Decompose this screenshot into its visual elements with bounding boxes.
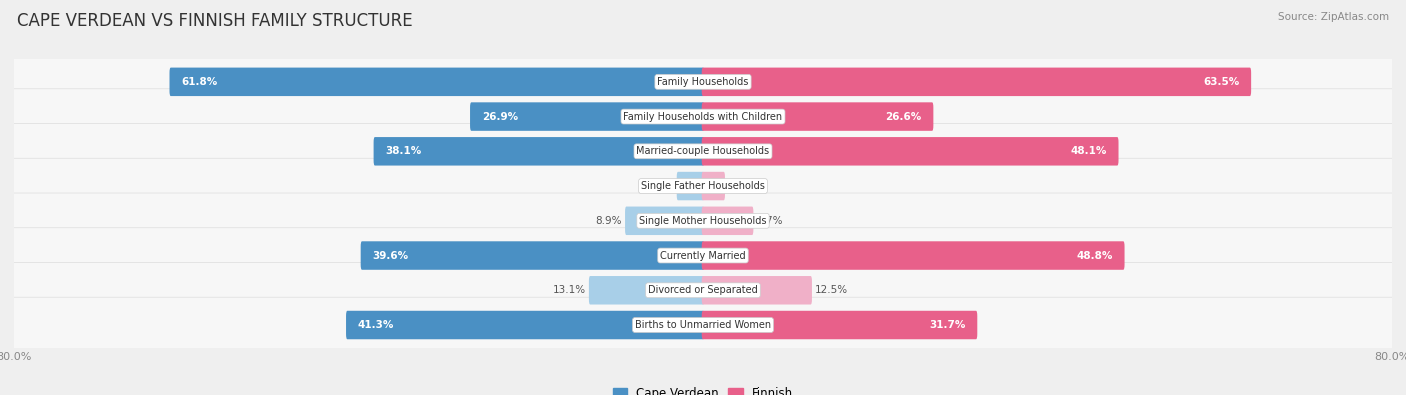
Text: Source: ZipAtlas.com: Source: ZipAtlas.com	[1278, 12, 1389, 22]
Text: 13.1%: 13.1%	[553, 285, 586, 295]
Text: 8.9%: 8.9%	[596, 216, 621, 226]
Text: CAPE VERDEAN VS FINNISH FAMILY STRUCTURE: CAPE VERDEAN VS FINNISH FAMILY STRUCTURE	[17, 12, 412, 30]
FancyBboxPatch shape	[626, 207, 704, 235]
Text: 2.4%: 2.4%	[728, 181, 755, 191]
FancyBboxPatch shape	[3, 124, 1403, 179]
Text: 5.7%: 5.7%	[756, 216, 783, 226]
Text: Family Households: Family Households	[658, 77, 748, 87]
Text: 26.9%: 26.9%	[482, 111, 517, 122]
FancyBboxPatch shape	[346, 311, 704, 339]
FancyBboxPatch shape	[702, 102, 934, 131]
Text: Married-couple Households: Married-couple Households	[637, 146, 769, 156]
Text: 26.6%: 26.6%	[886, 111, 922, 122]
FancyBboxPatch shape	[374, 137, 704, 166]
Text: Single Father Households: Single Father Households	[641, 181, 765, 191]
FancyBboxPatch shape	[589, 276, 704, 305]
FancyBboxPatch shape	[702, 137, 1119, 166]
Text: 39.6%: 39.6%	[373, 250, 408, 261]
FancyBboxPatch shape	[702, 172, 725, 200]
FancyBboxPatch shape	[3, 54, 1403, 110]
FancyBboxPatch shape	[470, 102, 704, 131]
FancyBboxPatch shape	[702, 311, 977, 339]
FancyBboxPatch shape	[3, 158, 1403, 214]
Text: 38.1%: 38.1%	[385, 146, 422, 156]
FancyBboxPatch shape	[702, 241, 1125, 270]
FancyBboxPatch shape	[3, 193, 1403, 248]
Legend: Cape Verdean, Finnish: Cape Verdean, Finnish	[607, 383, 799, 395]
FancyBboxPatch shape	[3, 263, 1403, 318]
Text: Single Mother Households: Single Mother Households	[640, 216, 766, 226]
Text: Divorced or Separated: Divorced or Separated	[648, 285, 758, 295]
FancyBboxPatch shape	[361, 241, 704, 270]
Text: 63.5%: 63.5%	[1204, 77, 1240, 87]
Text: 31.7%: 31.7%	[929, 320, 966, 330]
Text: 12.5%: 12.5%	[815, 285, 848, 295]
FancyBboxPatch shape	[702, 68, 1251, 96]
Text: 48.1%: 48.1%	[1070, 146, 1107, 156]
FancyBboxPatch shape	[702, 207, 754, 235]
FancyBboxPatch shape	[3, 228, 1403, 283]
FancyBboxPatch shape	[3, 89, 1403, 144]
FancyBboxPatch shape	[170, 68, 704, 96]
FancyBboxPatch shape	[676, 172, 704, 200]
Text: Births to Unmarried Women: Births to Unmarried Women	[636, 320, 770, 330]
Text: 41.3%: 41.3%	[357, 320, 394, 330]
Text: 2.9%: 2.9%	[647, 181, 673, 191]
Text: Currently Married: Currently Married	[661, 250, 745, 261]
FancyBboxPatch shape	[702, 276, 811, 305]
Text: 48.8%: 48.8%	[1077, 250, 1114, 261]
FancyBboxPatch shape	[3, 297, 1403, 353]
Text: 61.8%: 61.8%	[181, 77, 218, 87]
Text: Family Households with Children: Family Households with Children	[623, 111, 783, 122]
